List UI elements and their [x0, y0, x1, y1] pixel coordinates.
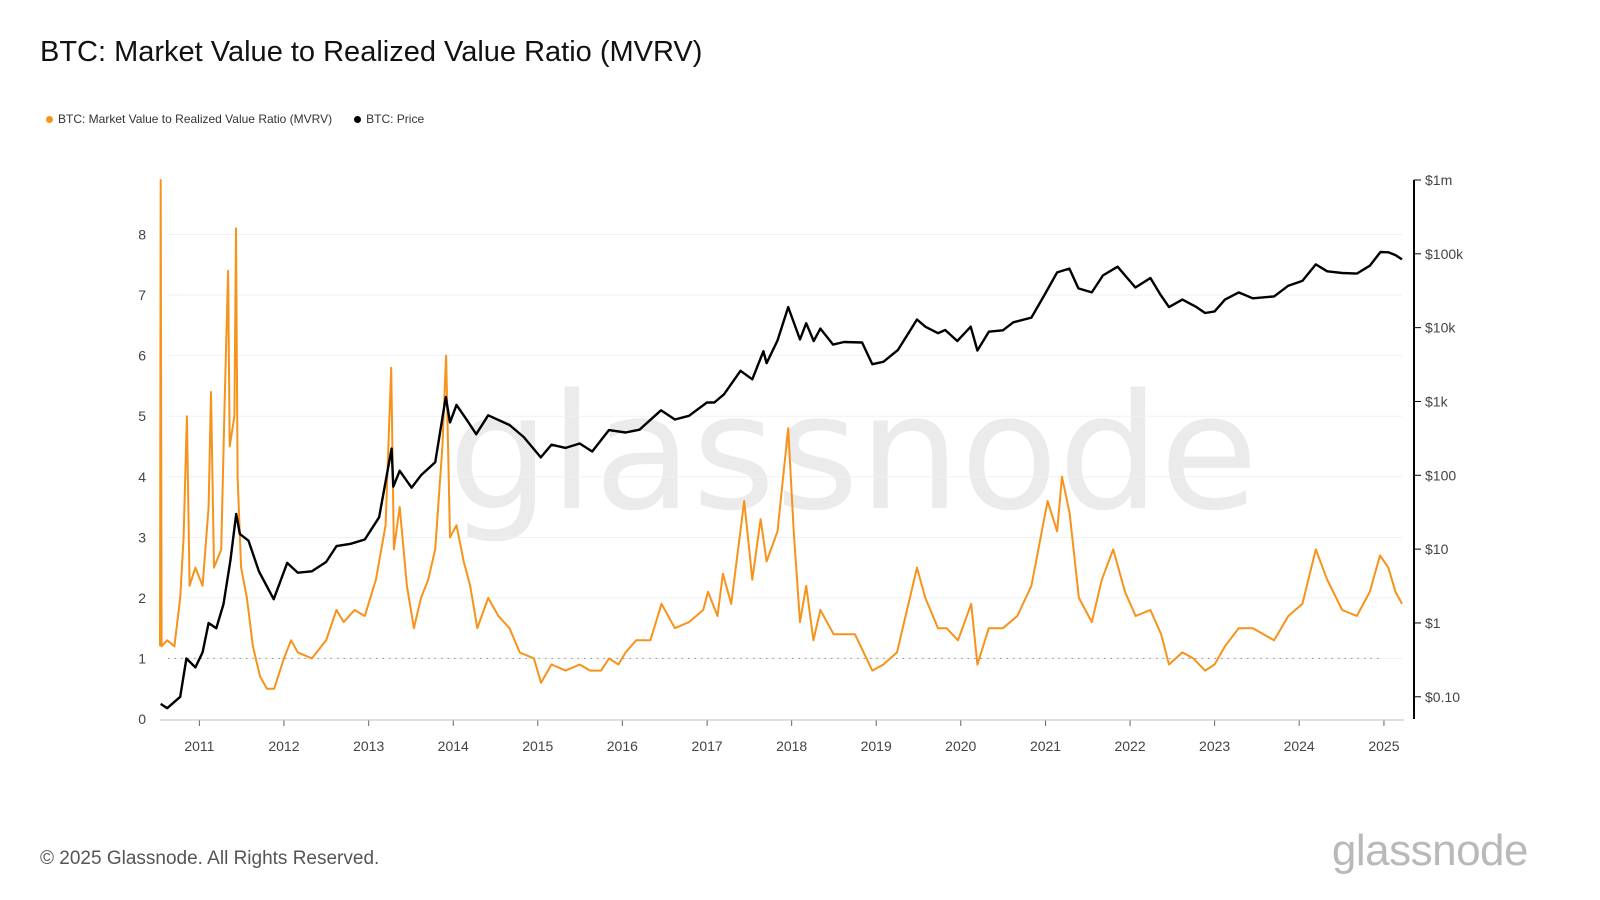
x-tick-label: 2024: [1284, 738, 1315, 754]
chart-legend: BTC: Market Value to Realized Value Rati…: [46, 112, 424, 126]
y-left-tick-label: 6: [138, 348, 146, 364]
x-tick-label: 2025: [1368, 738, 1399, 754]
y-right-tick-label: $100: [1425, 467, 1456, 483]
x-tick-label: 2013: [353, 738, 384, 754]
x-tick-label: 2016: [607, 738, 638, 754]
legend-label-mvrv: BTC: Market Value to Realized Value Rati…: [58, 112, 333, 126]
y-left-tick-label: 2: [138, 590, 146, 606]
series-line-mvrv[interactable]: [159, 179, 1403, 690]
x-tick-label: 2011: [184, 738, 214, 754]
x-tick-label: 2015: [522, 738, 553, 754]
page-title: BTC: Market Value to Realized Value Rati…: [40, 36, 703, 68]
x-tick-label: 2020: [945, 738, 976, 754]
y-left-tick-label: 8: [138, 227, 146, 243]
y-right-tick-label: $1k: [1425, 393, 1449, 409]
legend-item-mvrv[interactable]: BTC: Market Value to Realized Value Rati…: [46, 112, 332, 126]
y-right-tick-label: $100k: [1425, 246, 1464, 262]
y-left-tick-label: 3: [138, 529, 146, 545]
x-tick-label: 2019: [861, 738, 892, 754]
x-tick-label: 2022: [1114, 738, 1145, 754]
y-right-tick-label: $1: [1425, 615, 1441, 631]
brand-logo: glassnode: [1331, 826, 1529, 875]
x-tick-label: 2021: [1030, 738, 1061, 754]
x-tick-label: 2023: [1199, 738, 1230, 754]
legend-swatch-price: [354, 115, 362, 123]
y-right-tick-label: $0.10: [1425, 689, 1460, 705]
x-tick-label: 2017: [692, 738, 723, 754]
y-left-tick-label: 4: [138, 469, 146, 485]
watermark: glassnode: [448, 359, 1258, 546]
y-right-tick-label: $10k: [1425, 320, 1456, 336]
legend-swatch-mvrv: [46, 115, 53, 123]
y-right-tick-label: $1m: [1425, 172, 1452, 188]
x-tick-label: 2014: [438, 738, 469, 754]
x-tick-label: 2018: [776, 738, 807, 754]
x-tick-label: 2012: [268, 738, 299, 754]
y-left-tick-label: 5: [138, 408, 146, 424]
y-right-tick-label: $10: [1425, 541, 1449, 557]
copyright-text: © 2025 Glassnode. All Rights Reserved.: [40, 848, 380, 869]
legend-label-price: BTC: Price: [366, 112, 425, 126]
legend-item-price[interactable]: BTC: Price: [354, 112, 424, 126]
y-left-tick-label: 7: [138, 287, 146, 303]
y-left-tick-label: 0: [138, 711, 146, 727]
series-line-price[interactable]: [160, 250, 1403, 710]
y-left-tick-label: 1: [138, 650, 146, 666]
